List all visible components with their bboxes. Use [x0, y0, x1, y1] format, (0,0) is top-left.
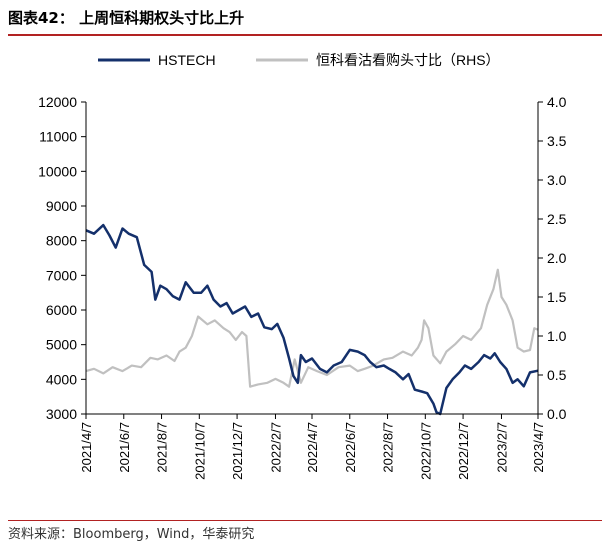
legend-label-ratio: 恒科看沽看购头寸比（RHS） [316, 52, 500, 68]
right-axis-tick-label: 3.5 [547, 133, 567, 149]
left-axis-tick-label: 7000 [46, 267, 77, 283]
chart-legend: HSTECH 恒科看沽看购头寸比（RHS） [98, 52, 500, 68]
right-axis-tick-label: 0.5 [547, 367, 567, 383]
x-axis-tick-label: 2022/4/7 [305, 422, 320, 473]
source-divider [8, 520, 602, 521]
x-axis-tick-label: 2021/6/7 [117, 422, 132, 473]
x-axis-tick-label: 2023/4/7 [531, 422, 546, 473]
left-axis-tick-label: 9000 [46, 198, 77, 214]
left-axis-tick-label: 6000 [46, 302, 77, 318]
x-axis-tick-label: 2022/2/7 [268, 422, 283, 473]
right-axis-tick-label: 4.0 [547, 94, 567, 110]
left-axis-tick-label: 8000 [46, 233, 77, 249]
right-axis-tick-label: 2.5 [547, 211, 567, 227]
left-axis-tick-label: 12000 [38, 94, 77, 110]
x-axis-tick-label: 2022/6/7 [343, 422, 358, 473]
series-line-ratio [85, 268, 539, 388]
x-axis-tick-label: 2021/4/7 [79, 422, 94, 473]
plot-area: 3000 4000 5000 6000 7000 8000 9000 10000 11000 12… [38, 94, 567, 480]
right-axis-tick-label: 2.0 [547, 250, 567, 266]
left-axis-tick-label: 4000 [46, 371, 77, 387]
x-axis-tick-label: 2021/10/7 [192, 422, 207, 480]
right-axis-tick-label: 3.0 [547, 172, 567, 188]
right-axis-tick-label: 1.5 [547, 289, 567, 305]
left-axis-tick-label: 10000 [38, 163, 77, 179]
figure-title: 图表42： 上周恒科期权头寸比上升 [8, 9, 245, 27]
x-axis-tick-label: 2021/12/7 [230, 422, 245, 480]
x-axis-tick-label: 2022/8/7 [381, 422, 396, 473]
x-axis-tick-label: 2023/2/7 [494, 422, 509, 473]
source-note: 资料来源：Bloomberg，Wind，华泰研究 [8, 527, 255, 542]
right-axis-tick-label: 0.0 [547, 406, 567, 422]
left-axis-tick-label: 5000 [46, 337, 77, 353]
x-axis-tick-label: 2021/8/7 [155, 422, 170, 473]
series-line-hstech [85, 223, 539, 416]
hstech-putcall-chart: HSTECH 恒科看沽看购头寸比（RHS） 3000 4000 5000 6000 70… [38, 52, 567, 480]
x-axis-tick-label: 2022/10/7 [418, 422, 433, 480]
title-divider [8, 34, 602, 36]
left-axis-tick-label: 3000 [46, 406, 77, 422]
legend-label-hstech: HSTECH [158, 52, 216, 68]
x-axis-tick-label: 2022/12/7 [456, 422, 471, 480]
right-axis-tick-label: 1.0 [547, 328, 567, 344]
left-axis-tick-label: 11000 [39, 129, 77, 145]
